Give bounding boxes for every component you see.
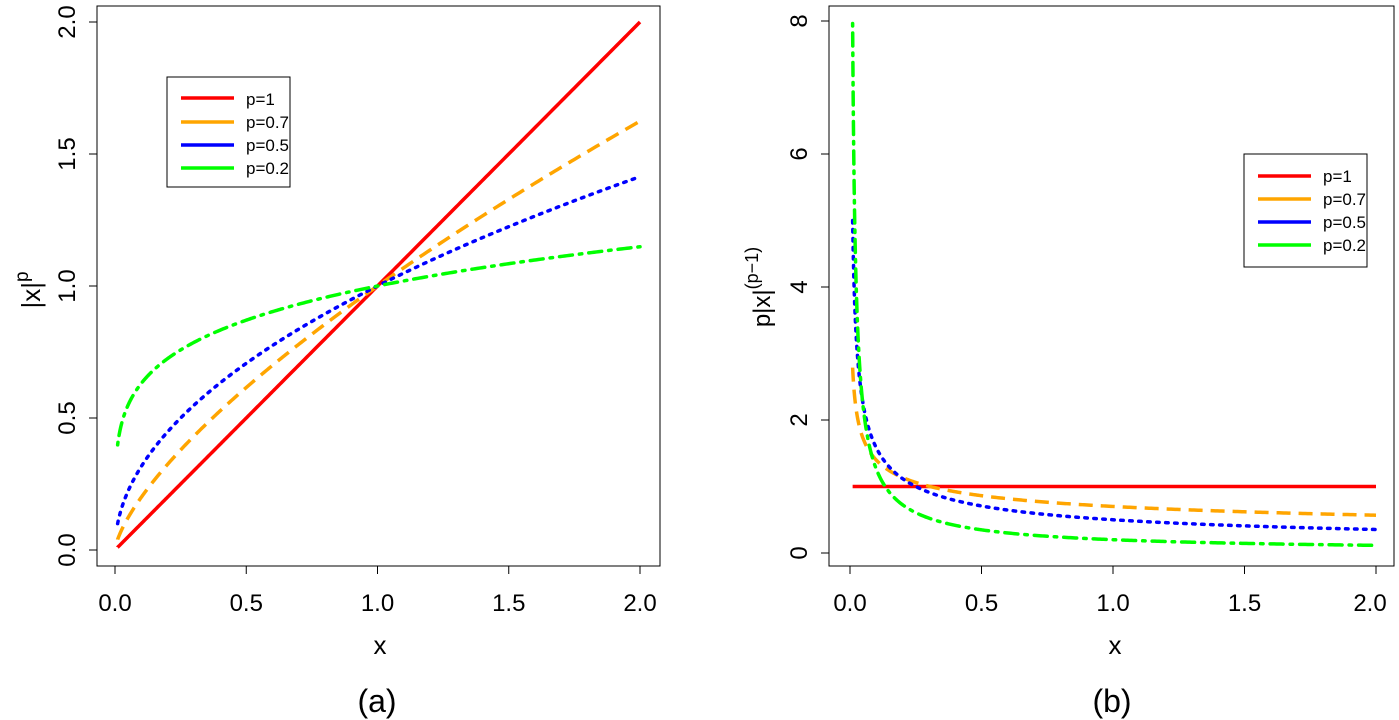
legend-label-a-3: p=0.2 [246,159,289,178]
series-line-a-p-0-2 [115,244,642,447]
y-axis-title-b: p|x|(p−1) [742,247,776,327]
legend-box-b [1243,153,1368,268]
series-line-a-p-1 [116,20,642,549]
y-tick-label-b-1: 2 [786,413,813,426]
y-axis-title-sup-b: (p−1) [742,247,762,290]
series-line-b-p-0-7 [850,367,1377,517]
x-tick-label-b-3: 1.5 [1228,590,1261,617]
x-tick-label-a-2: 1.0 [361,590,394,617]
y-tick-label-a-4: 2.0 [54,5,81,38]
panel-a: 0.0 0.5 1.0 1.5 2.0 0.0 0.5 1.0 1.5 2.0 … [12,5,661,719]
y-tick-label-b-4: 8 [786,14,813,27]
x-tick-label-b-2: 1.0 [1096,590,1129,617]
y-axis-title-a: |x|p [12,271,46,308]
x-tick-label-a-4: 2.0 [623,590,656,617]
series-group-b [850,21,1378,548]
series-line-b-p-0-2 [850,21,1378,548]
legend-label-a-2: p=0.5 [246,136,289,155]
caption-a: (a) [357,683,396,719]
y-tick-label-a-3: 1.5 [54,137,81,170]
legend-label-b-1: p=0.7 [1323,190,1366,209]
series-line-a-p-0-7 [115,119,641,541]
x-tick-label-a-3: 1.5 [492,590,525,617]
x-tick-label-a-1: 0.5 [230,590,263,617]
y-axis-title-base-a: |x| [16,282,46,309]
legend-label-a-0: p=1 [246,90,275,109]
y-axis-title-base-b: p|x| [749,289,776,327]
x-axis-title-b: x [1109,630,1122,660]
y-tick-label-a-0: 0.0 [54,533,81,566]
x-tick-label-b-0: 0.0 [833,590,866,617]
y-tick-label-b-2: 4 [786,280,813,293]
legend-a: p=1 p=0.7 p=0.5 p=0.2 [166,76,291,188]
y-axis-title-sup-a: p [12,271,33,282]
series-group-a [115,20,642,549]
x-tick-label-a-0: 0.0 [98,590,131,617]
legend-label-b-2: p=0.5 [1323,213,1366,232]
series-line-a-p-0-5 [115,174,642,526]
y-tick-label-a-1: 0.5 [54,401,81,434]
y-tick-label-b-0: 0 [786,546,813,559]
panel-b: 0.0 0.5 1.0 1.5 2.0 0 2 4 6 8 x p|x|(p−1… [742,5,1395,719]
caption-b: (b) [1092,683,1131,719]
x-axis-title-a: x [374,630,387,660]
legend-label-b-0: p=1 [1323,167,1352,186]
y-tick-label-b-3: 6 [786,147,813,160]
y-tick-label-a-2: 1.0 [54,269,81,302]
legend-label-b-3: p=0.2 [1323,236,1366,255]
legend-label-a-1: p=0.7 [246,113,289,132]
legend-b: p=1 p=0.7 p=0.5 p=0.2 [1243,153,1368,268]
x-tick-label-b-4: 2.0 [1353,590,1386,617]
x-tick-label-b-1: 0.5 [965,590,998,617]
